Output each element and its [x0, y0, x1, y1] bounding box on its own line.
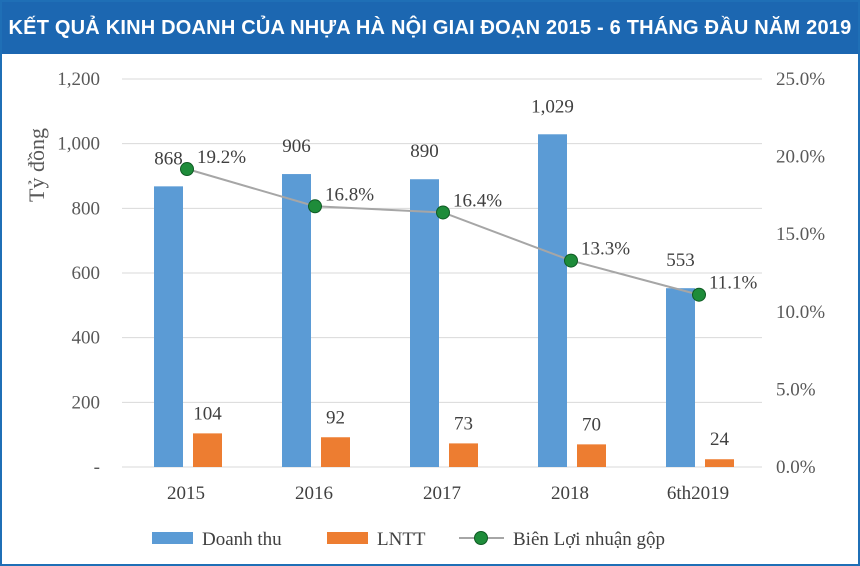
y-tick-label: - [94, 457, 100, 478]
margin-line-series [180, 162, 706, 302]
margin-point [692, 287, 706, 302]
margin-point [436, 205, 450, 220]
bar-doanh-thu [282, 174, 311, 467]
right-axis-ticks: 0.0% 5.0% 10.0% 15.0% 20.0% 25.0% [776, 69, 825, 478]
margin-point [308, 199, 322, 214]
data-label-margin: 13.3% [581, 239, 630, 260]
y-tick-label: 1,000 [57, 134, 100, 155]
data-label-margin: 11.1% [709, 273, 758, 294]
bar-doanh-thu [410, 179, 439, 467]
y-tick-label: 800 [72, 198, 101, 219]
data-labels: 868 104 906 92 890 73 1,029 70 553 24 19.2% 16.8% 16… [154, 96, 757, 450]
data-label-margin: 16.8% [325, 184, 374, 205]
bar-lntt [321, 437, 350, 467]
y-tick-label: 600 [72, 263, 101, 284]
title-bar: KẾT QUẢ KINH DOANH CỦA NHỰA HÀ NỘI GIAI … [2, 2, 858, 54]
legend-marker-margin [474, 531, 488, 545]
bar-series [154, 134, 734, 468]
y2-tick-label: 0.0% [776, 457, 816, 478]
bar-doanh-thu [154, 186, 183, 467]
legend-label-margin: Biên Lợi nhuận gộp [513, 529, 665, 550]
category-labels: 2015 2016 2017 2018 6th2019 [167, 483, 729, 504]
data-label-doanh-thu: 906 [282, 136, 311, 157]
category-label: 2016 [295, 483, 333, 504]
bar-lntt [577, 444, 606, 467]
data-label-margin: 16.4% [453, 190, 502, 211]
bar-doanh-thu [666, 288, 695, 467]
y2-tick-label: 15.0% [776, 224, 825, 245]
bar-doanh-thu [538, 134, 567, 468]
data-label-lntt: 73 [454, 413, 473, 434]
data-label-doanh-thu: 1,029 [531, 96, 574, 117]
data-label-lntt: 92 [326, 407, 345, 428]
y-axis-label: Tỷ đồng [24, 128, 49, 202]
y-tick-label: 400 [72, 328, 101, 349]
margin-line [186, 168, 700, 296]
chart-title: KẾT QUẢ KINH DOANH CỦA NHỰA HÀ NỘI GIAI … [8, 16, 852, 39]
bar-lntt [193, 433, 222, 467]
margin-point [564, 253, 578, 268]
data-label-margin: 19.2% [197, 147, 246, 168]
y2-tick-label: 25.0% [776, 69, 825, 90]
category-label: 6th2019 [667, 483, 729, 504]
bar-lntt [705, 459, 734, 467]
legend-swatch-doanh-thu [152, 532, 193, 544]
data-label-lntt: 70 [582, 414, 601, 435]
legend: Doanh thu LNTT Biên Lợi nhuận gộp [152, 529, 665, 550]
y-tick-label: 1,200 [57, 69, 100, 90]
y2-tick-label: 20.0% [776, 147, 825, 168]
legend-label-lntt: LNTT [377, 529, 426, 550]
y2-tick-label: 5.0% [776, 379, 816, 400]
data-label-doanh-thu: 868 [154, 148, 183, 169]
data-label-lntt: 24 [710, 429, 730, 450]
left-axis-ticks: - 200 400 600 800 1,000 1,200 [57, 69, 100, 478]
category-label: 2015 [167, 483, 205, 504]
y2-tick-label: 10.0% [776, 302, 825, 323]
category-label: 2018 [551, 483, 589, 504]
data-label-doanh-thu: 553 [666, 250, 695, 271]
margin-point [180, 162, 194, 177]
legend-swatch-lntt [327, 532, 368, 544]
data-label-lntt: 104 [193, 403, 222, 424]
legend-label-doanh-thu: Doanh thu [202, 529, 282, 550]
bar-lntt [449, 443, 478, 467]
data-label-doanh-thu: 890 [410, 141, 439, 162]
category-label: 2017 [423, 483, 461, 504]
y-tick-label: 200 [72, 392, 101, 413]
